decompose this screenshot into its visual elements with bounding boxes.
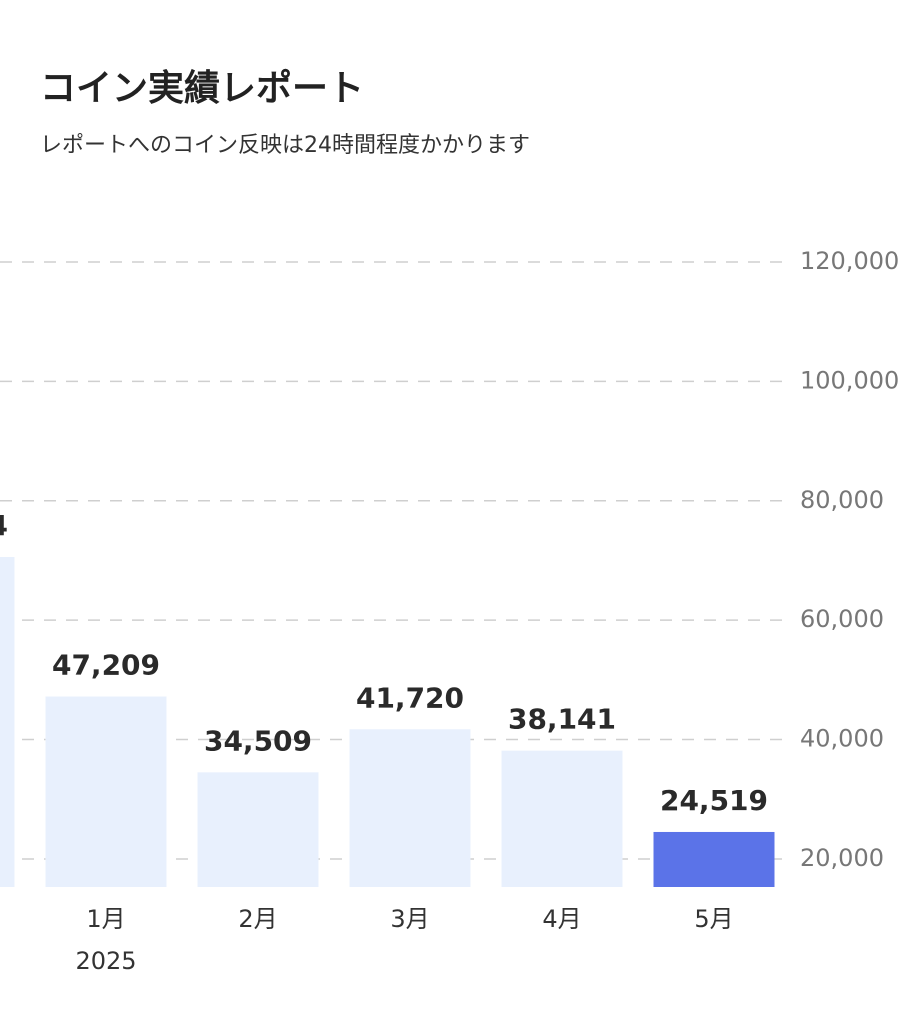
y-tick-label: 80,000 bbox=[800, 486, 884, 514]
y-tick-label: 120,000 bbox=[800, 247, 899, 275]
value-label: 38,141 bbox=[508, 703, 616, 736]
bar bbox=[501, 750, 623, 887]
x-tick-label: 1月 bbox=[86, 905, 125, 933]
bar bbox=[0, 556, 15, 887]
bar bbox=[653, 831, 775, 887]
x-sublabel: 2025 bbox=[75, 947, 136, 975]
value-label: 70,584 bbox=[0, 509, 8, 542]
x-tick-label: 4月 bbox=[542, 905, 581, 933]
bar bbox=[349, 729, 471, 887]
value-label: 41,720 bbox=[356, 681, 464, 714]
value-label: 34,509 bbox=[204, 724, 312, 757]
chart-title: コイン実績レポート bbox=[40, 67, 364, 109]
value-label: 47,209 bbox=[52, 649, 160, 682]
bar bbox=[45, 696, 167, 887]
y-tick-label: 100,000 bbox=[800, 366, 899, 394]
chart-subtitle: レポートへのコイン反映は24時間程度かかります bbox=[40, 133, 530, 158]
x-tick-label: 3月 bbox=[390, 905, 429, 933]
value-label: 24,519 bbox=[660, 784, 768, 817]
y-tick-label: 60,000 bbox=[800, 605, 884, 633]
y-tick-label: 20,000 bbox=[800, 844, 884, 872]
x-tick-label: 5月 bbox=[694, 905, 733, 933]
x-tick-label: 2月 bbox=[238, 905, 277, 933]
bar bbox=[197, 772, 319, 887]
y-tick-label: 40,000 bbox=[800, 725, 884, 753]
